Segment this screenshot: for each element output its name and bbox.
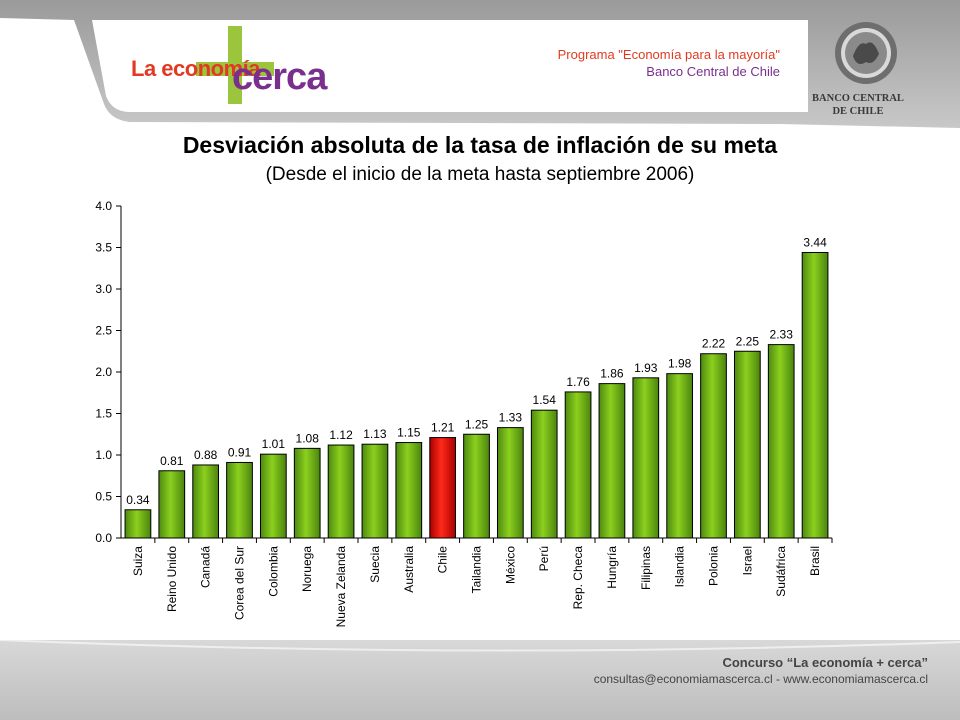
category-label: Colombia bbox=[266, 546, 280, 597]
data-label: 1.98 bbox=[668, 357, 692, 371]
logo-text-cerca: cerca bbox=[232, 56, 327, 98]
category-label: Corea del Sur bbox=[233, 546, 247, 620]
logo-text-la-economia: La economía bbox=[131, 56, 260, 81]
y-tick-label: 3.5 bbox=[95, 241, 112, 255]
data-label: 1.76 bbox=[566, 375, 590, 389]
category-label: Nueva Zelanda bbox=[334, 546, 348, 628]
category-label: Rep. Checa bbox=[571, 546, 585, 610]
category-label: Canadá bbox=[199, 546, 213, 588]
bank-name-line1: BANCO CENTRAL bbox=[812, 93, 904, 104]
data-label: 1.01 bbox=[262, 437, 286, 451]
category-label: Islandia bbox=[673, 546, 687, 588]
data-label: 3.44 bbox=[803, 235, 827, 249]
category-label: Suecia bbox=[368, 546, 382, 583]
bar-sud-frica bbox=[767, 344, 795, 539]
data-label: 1.21 bbox=[431, 421, 455, 435]
chart-subtitle: (Desde el inicio de la meta hasta septie… bbox=[265, 164, 695, 185]
y-tick-label: 0.0 bbox=[95, 531, 112, 545]
bar-corea-del-sur bbox=[226, 461, 253, 539]
data-label: 2.33 bbox=[770, 328, 794, 342]
data-label: 1.33 bbox=[499, 411, 523, 425]
data-label: 0.34 bbox=[126, 493, 150, 507]
bar-suecia bbox=[361, 443, 389, 539]
category-label: Sudáfrica bbox=[774, 546, 788, 597]
program-label: Programa "Economía para la mayoría" Banc… bbox=[558, 46, 780, 80]
bank-name-line2: DE CHILE bbox=[832, 106, 884, 117]
data-label: 1.54 bbox=[533, 393, 557, 407]
bar-colombia bbox=[259, 453, 287, 539]
category-label: Brasil bbox=[808, 546, 822, 576]
header-panel bbox=[92, 20, 808, 112]
bank-seal-icon bbox=[835, 22, 897, 84]
category-label: Noruega bbox=[300, 546, 314, 592]
data-label: 1.15 bbox=[397, 426, 421, 440]
category-label: Polonia bbox=[707, 546, 721, 586]
data-label: 2.25 bbox=[736, 334, 760, 348]
category-label: Australia bbox=[402, 546, 416, 593]
y-tick-label: 1.0 bbox=[95, 448, 112, 462]
data-label: 1.86 bbox=[600, 367, 624, 381]
y-tick-label: 0.5 bbox=[95, 490, 112, 504]
data-label: 0.91 bbox=[228, 445, 252, 459]
program-bank: Banco Central de Chile bbox=[646, 64, 780, 79]
data-label: 1.93 bbox=[634, 361, 658, 375]
category-label: Perú bbox=[537, 546, 551, 571]
data-label: 0.81 bbox=[160, 454, 184, 468]
chart-title: Desviación absoluta de la tasa de inflac… bbox=[182, 132, 778, 158]
bar-per- bbox=[530, 409, 558, 539]
data-label: 1.25 bbox=[465, 417, 489, 431]
logo-plus-icon bbox=[196, 26, 274, 104]
footer-contest-title: Concurso “La economía + cerca” bbox=[722, 655, 928, 670]
footer-band bbox=[0, 640, 960, 720]
category-label: Israel bbox=[740, 546, 754, 575]
y-tick-label: 3.0 bbox=[95, 282, 112, 296]
bar-australia bbox=[395, 442, 423, 539]
bank-name: BANCO CENTRAL DE CHILE bbox=[800, 92, 916, 118]
data-label: 1.12 bbox=[329, 428, 353, 442]
bar-polonia bbox=[700, 353, 727, 539]
bar-filipinas bbox=[632, 377, 660, 539]
bar-canad- bbox=[192, 464, 220, 539]
program-title: Programa "Economía para la mayoría" bbox=[557, 47, 780, 62]
category-label: Chile bbox=[436, 546, 450, 574]
y-tick-label: 1.5 bbox=[95, 407, 112, 421]
data-label: 1.08 bbox=[296, 431, 320, 445]
bar-reino-unido bbox=[158, 470, 186, 539]
data-label: 2.22 bbox=[702, 337, 726, 351]
footer-contact-links[interactable]: consultas@economiamascerca.cl - www.econ… bbox=[593, 672, 928, 686]
bar-rep-checa bbox=[564, 391, 592, 539]
y-tick-label: 4.0 bbox=[95, 199, 112, 213]
category-label: Filipinas bbox=[639, 546, 653, 590]
category-label: Hungría bbox=[605, 546, 619, 589]
bar-nueva-zelanda bbox=[327, 444, 355, 539]
data-label: 0.88 bbox=[194, 448, 218, 462]
category-label: México bbox=[503, 546, 517, 584]
bar-suiza bbox=[124, 509, 152, 539]
bar-islandia bbox=[666, 373, 694, 539]
bar-hungr-a bbox=[598, 383, 626, 539]
bar-brasil bbox=[801, 251, 829, 539]
data-label: 1.13 bbox=[363, 427, 387, 441]
category-label: Reino Unido bbox=[165, 546, 179, 612]
bar-israel bbox=[733, 350, 761, 539]
bar-noruega bbox=[293, 447, 321, 539]
bar-m-xico bbox=[496, 427, 524, 539]
category-label: Tailandia bbox=[470, 546, 484, 594]
y-tick-label: 2.5 bbox=[95, 324, 112, 338]
bar-tailandia bbox=[463, 433, 490, 539]
bar-chile bbox=[429, 437, 457, 539]
y-tick-label: 2.0 bbox=[95, 365, 112, 379]
category-label: Suiza bbox=[131, 546, 145, 576]
